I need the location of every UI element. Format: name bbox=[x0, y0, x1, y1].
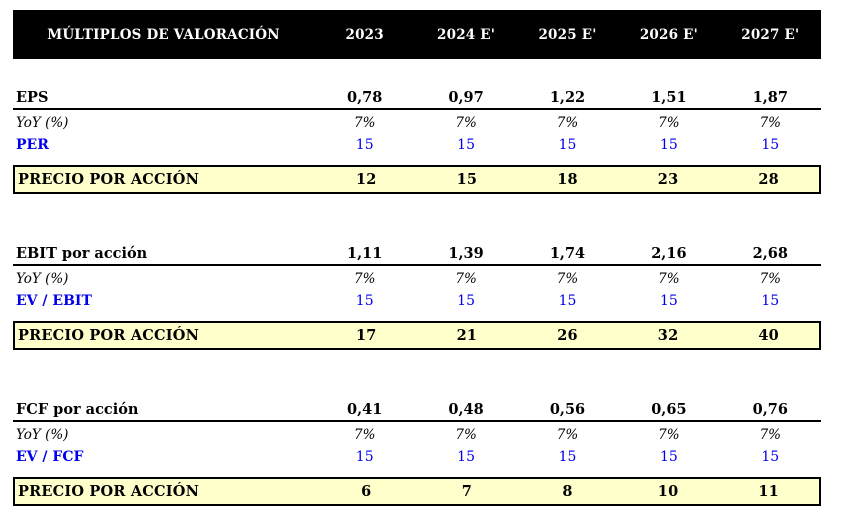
multiple-value: 15 bbox=[659, 137, 678, 153]
price-label: PRECIO POR ACCIÓN bbox=[18, 483, 200, 500]
multiple-value: 15 bbox=[761, 137, 780, 153]
multiple-value: 15 bbox=[659, 449, 678, 465]
metric-label: EBIT por acción bbox=[16, 244, 148, 262]
section-eps: EPS 0,78 0,97 1,22 1,51 1,87 YoY (%) 7% … bbox=[13, 86, 821, 194]
multiple-row: EV / EBIT 15 15 15 15 15 bbox=[13, 290, 821, 312]
yoy-value: 7% bbox=[759, 271, 781, 287]
metric-value: 1,51 bbox=[651, 88, 687, 106]
price-value: 15 bbox=[456, 171, 478, 188]
metric-value: 0,65 bbox=[651, 400, 687, 418]
yoy-value: 7% bbox=[353, 427, 376, 443]
multiple-row: PER 15 15 15 15 15 bbox=[13, 134, 821, 156]
multiple-value: 15 bbox=[761, 449, 780, 465]
column-header-2026e: 2026 E' bbox=[639, 26, 698, 43]
column-header-2027e: 2027 E' bbox=[741, 26, 800, 43]
metric-label: FCF por acción bbox=[16, 400, 139, 418]
price-value: 11 bbox=[758, 483, 779, 500]
yoy-value: 7% bbox=[556, 271, 579, 287]
metric-value: 0,76 bbox=[752, 400, 788, 418]
yoy-value: 7% bbox=[455, 115, 477, 131]
yoy-label: YoY (%) bbox=[16, 271, 69, 287]
multiple-value: 15 bbox=[457, 293, 475, 309]
price-per-share-row: PRECIO POR ACCIÓN 17 21 26 32 40 bbox=[13, 321, 821, 350]
multiple-value: 15 bbox=[457, 137, 475, 153]
column-header-2025e: 2025 E' bbox=[538, 26, 597, 43]
multiple-value: 15 bbox=[457, 449, 475, 465]
multiple-value: 15 bbox=[355, 137, 374, 153]
column-header-2024e: 2024 E' bbox=[437, 26, 496, 43]
metric-value: 1,39 bbox=[448, 244, 484, 262]
section-fcf: FCF por acción 0,41 0,48 0,56 0,65 0,76 … bbox=[13, 398, 821, 506]
metric-row: FCF por acción 0,41 0,48 0,56 0,65 0,76 bbox=[13, 398, 821, 422]
metric-row: EBIT por acción 1,11 1,39 1,74 2,16 2,68 bbox=[13, 242, 821, 266]
section-ebit: EBIT por acción 1,11 1,39 1,74 2,16 2,68… bbox=[13, 242, 821, 350]
yoy-value: 7% bbox=[658, 115, 680, 131]
price-value: 17 bbox=[356, 327, 377, 344]
price-label: PRECIO POR ACCIÓN bbox=[18, 327, 200, 344]
yoy-row: YoY (%) 7% 7% 7% 7% 7% bbox=[13, 112, 821, 134]
table-title: MÚLTIPLOS DE VALORACIÓN bbox=[47, 26, 280, 43]
multiple-value: 15 bbox=[558, 137, 577, 153]
yoy-value: 7% bbox=[455, 427, 477, 443]
price-value: 18 bbox=[557, 171, 578, 188]
price-value: 7 bbox=[461, 483, 473, 500]
metric-label: EPS bbox=[16, 88, 49, 106]
price-value: 26 bbox=[557, 327, 578, 344]
yoy-label: YoY (%) bbox=[16, 427, 69, 443]
price-value: 12 bbox=[356, 171, 377, 188]
multiple-label: EV / FCF bbox=[16, 449, 84, 465]
price-per-share-row: PRECIO POR ACCIÓN 6 7 8 10 11 bbox=[13, 477, 821, 506]
price-value: 23 bbox=[657, 171, 679, 188]
metric-value: 2,68 bbox=[752, 244, 788, 262]
multiple-label: PER bbox=[16, 137, 49, 153]
metric-value: 2,16 bbox=[651, 244, 687, 262]
column-header-2023: 2023 bbox=[345, 26, 384, 43]
yoy-value: 7% bbox=[556, 427, 579, 443]
multiple-label: EV / EBIT bbox=[16, 293, 92, 309]
metric-value: 1,74 bbox=[549, 244, 586, 262]
price-label: PRECIO POR ACCIÓN bbox=[18, 171, 200, 188]
price-per-share-row: PRECIO POR ACCIÓN 12 15 18 23 28 bbox=[13, 165, 821, 194]
price-value: 6 bbox=[361, 483, 372, 500]
yoy-value: 7% bbox=[658, 271, 680, 287]
multiple-row: EV / FCF 15 15 15 15 15 bbox=[13, 446, 821, 468]
yoy-value: 7% bbox=[759, 427, 781, 443]
multiple-value: 15 bbox=[558, 293, 577, 309]
yoy-row: YoY (%) 7% 7% 7% 7% 7% bbox=[13, 424, 821, 446]
yoy-value: 7% bbox=[455, 271, 477, 287]
metric-value: 0,41 bbox=[347, 400, 383, 418]
metric-row: EPS 0,78 0,97 1,22 1,51 1,87 bbox=[13, 86, 821, 110]
metric-value: 1,11 bbox=[347, 244, 383, 262]
yoy-value: 7% bbox=[658, 427, 680, 443]
multiple-value: 15 bbox=[558, 449, 577, 465]
metric-value: 0,48 bbox=[448, 400, 484, 418]
multiple-value: 15 bbox=[355, 449, 374, 465]
multiple-value: 15 bbox=[761, 293, 780, 309]
table-header: MÚLTIPLOS DE VALORACIÓN 2023 2024 E' 202… bbox=[13, 10, 821, 59]
metric-value: 0,78 bbox=[347, 88, 383, 106]
price-value: 10 bbox=[657, 483, 679, 500]
yoy-row: YoY (%) 7% 7% 7% 7% 7% bbox=[13, 268, 821, 290]
multiple-value: 15 bbox=[355, 293, 374, 309]
metric-value: 1,87 bbox=[752, 88, 788, 106]
yoy-value: 7% bbox=[353, 115, 376, 131]
metric-value: 1,22 bbox=[549, 88, 586, 106]
yoy-value: 7% bbox=[353, 271, 376, 287]
price-value: 21 bbox=[456, 327, 478, 344]
yoy-value: 7% bbox=[759, 115, 781, 131]
yoy-value: 7% bbox=[556, 115, 579, 131]
metric-value: 0,56 bbox=[549, 400, 586, 418]
metric-value: 0,97 bbox=[448, 88, 484, 106]
yoy-label: YoY (%) bbox=[16, 115, 69, 131]
price-value: 32 bbox=[657, 327, 679, 344]
multiple-value: 15 bbox=[659, 293, 678, 309]
price-value: 28 bbox=[758, 171, 779, 188]
valuation-multiples-table: MÚLTIPLOS DE VALORACIÓN 2023 2024 E' 202… bbox=[13, 10, 821, 506]
price-value: 40 bbox=[758, 327, 779, 344]
price-value: 8 bbox=[562, 483, 573, 500]
